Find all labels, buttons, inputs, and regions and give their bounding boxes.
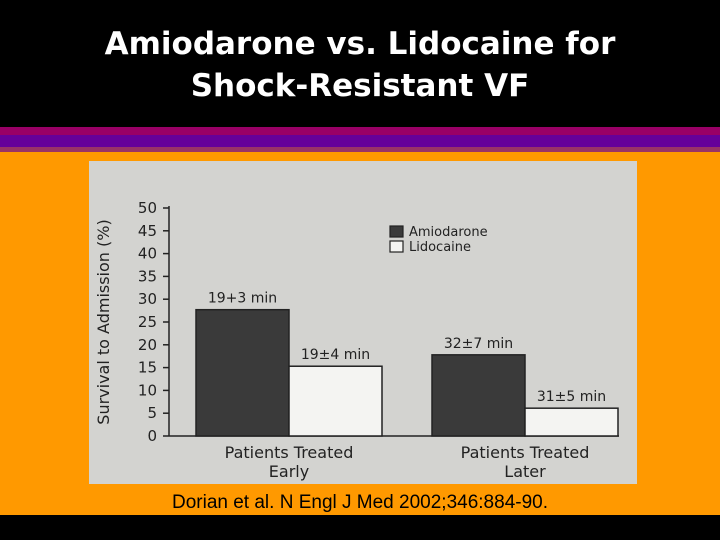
legend-label-amiodarone: Amiodarone <box>409 225 488 240</box>
citation: Dorian et al. N Engl J Med 2002;346:884-… <box>171 492 548 513</box>
y-tick-label: 15 <box>138 359 157 377</box>
data-label-lidocaine-1: 19±4 min <box>301 347 370 363</box>
legend-swatch-lidocaine <box>389 240 404 253</box>
y-tick-label: 20 <box>138 336 157 354</box>
x-category-label: Early <box>269 462 309 481</box>
y-tick-label: 30 <box>138 290 157 308</box>
data-label-amiodarone-1: 19+3 min <box>208 291 277 307</box>
y-tick-label: 45 <box>138 222 157 240</box>
bottom-border <box>0 515 720 540</box>
x-category-label: Later <box>504 462 546 481</box>
legend-label-lidocaine: Lidocaine <box>409 240 471 255</box>
bar-amiodarone-2 <box>431 354 526 437</box>
slide-title-line-2: Shock-Resistant VF <box>190 68 530 104</box>
bar-lidocaine-2 <box>524 407 619 437</box>
bar-amiodarone-1 <box>195 308 290 437</box>
accent-stripe-purple <box>0 127 720 135</box>
data-label-lidocaine-2: 31±5 min <box>537 389 606 405</box>
y-tick-label: 35 <box>138 267 157 285</box>
y-tick-label: 0 <box>147 427 157 445</box>
y-axis-title: Survival to Admission (%) <box>94 219 113 424</box>
accent-stripe-magenta <box>0 147 720 152</box>
x-category-label: Patients Treated <box>461 443 590 462</box>
bar-lidocaine-1 <box>288 365 383 437</box>
x-category-label: Patients Treated <box>225 443 354 462</box>
accent-stripe-violet <box>0 135 720 147</box>
y-tick-label: 40 <box>138 245 157 263</box>
chart-image: 0 5 10 15 20 25 30 35 40 45 50 Survival to Admissio… <box>89 161 637 484</box>
y-tick-label: 10 <box>138 381 157 399</box>
title-bar: Amiodarone vs. Lidocaine for Shock-Resis… <box>0 0 720 128</box>
slide-title-line-1: Amiodarone vs. Lidocaine for <box>104 26 616 62</box>
y-tick-label: 50 <box>138 199 157 217</box>
bar-chart: 0 5 10 15 20 25 30 35 40 45 50 Survival to Admissio… <box>94 199 619 481</box>
y-tick-label: 5 <box>147 404 157 422</box>
data-label-amiodarone-2: 32±7 min <box>444 336 513 352</box>
y-tick-label: 25 <box>138 313 157 331</box>
legend-swatch-amiodarone <box>389 225 404 238</box>
